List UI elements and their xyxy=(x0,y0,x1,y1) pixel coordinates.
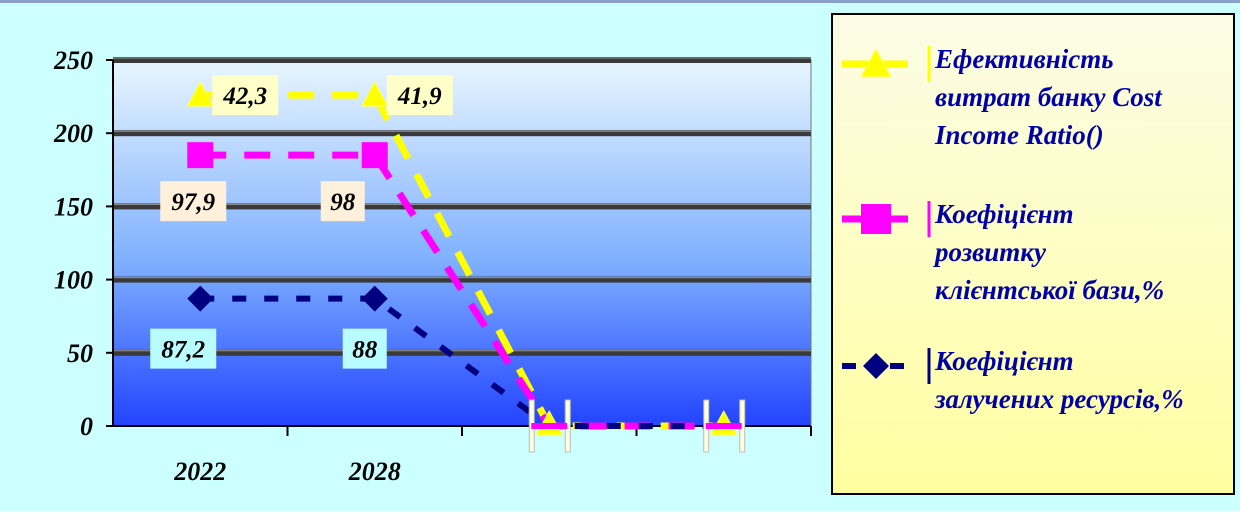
legend-label-2: Коефіцієнт xyxy=(934,199,1074,229)
x-axis-ticks: 2022 2028 xyxy=(173,426,812,486)
gridline xyxy=(113,203,811,210)
legend-entries: Ефективність витрат банку Cost Income Rati… xyxy=(842,44,1184,414)
data-label: 87,2 xyxy=(161,337,205,364)
data-label: 88 xyxy=(352,337,378,364)
gridlines xyxy=(113,57,811,356)
y-tick-label: 250 xyxy=(53,46,93,75)
series-3-marker xyxy=(187,285,214,312)
plot-area xyxy=(112,59,812,427)
data-labels: 42,3 41,9 97,9 98 87,2 88 xyxy=(150,75,453,369)
legend-label-3: залучених ресурсів,% xyxy=(934,384,1184,414)
legend-box xyxy=(831,13,1235,495)
data-label-bg xyxy=(160,181,227,222)
series-2-marker xyxy=(187,142,214,169)
y-tick-label: 50 xyxy=(67,339,93,368)
data-label-bg xyxy=(212,75,279,116)
gridline xyxy=(113,349,811,356)
series-line-2 xyxy=(200,151,724,430)
series-1-marker xyxy=(360,81,389,107)
legend-marker-1 xyxy=(860,47,892,78)
data-label: 41,9 xyxy=(397,83,442,110)
legend-label-1: Income Ratio() xyxy=(934,120,1104,150)
series-3-marker xyxy=(361,285,388,312)
data-label-bg xyxy=(320,181,365,222)
series-1-marker xyxy=(186,81,215,107)
legend-label-3: Коефіцієнт xyxy=(934,346,1074,376)
series-markers xyxy=(186,81,746,453)
legend-marker-3 xyxy=(863,353,889,379)
y-tick-label: 100 xyxy=(54,266,93,295)
legend-label-2: клієнтської бази,% xyxy=(935,275,1164,305)
y-axis-ticks: 0 50 100 150 200 250 xyxy=(53,46,113,441)
series-2-marker xyxy=(361,142,388,169)
chart-top-border xyxy=(0,0,1240,3)
legend-label-1: витрат банку Cost xyxy=(935,82,1163,112)
data-label: 98 xyxy=(330,189,356,216)
gridline xyxy=(113,130,811,137)
y-tick-label: 0 xyxy=(80,412,93,441)
x-tick-label: 2028 xyxy=(348,457,401,486)
legend: Ефективність витрат банку Cost Income Rati… xyxy=(831,13,1235,495)
data-label-bg xyxy=(150,328,217,369)
data-label-bg xyxy=(342,328,387,369)
y-tick-label: 200 xyxy=(53,119,93,148)
gridline xyxy=(113,57,811,63)
y-tick-label: 150 xyxy=(54,192,93,221)
series-lines xyxy=(200,91,724,430)
x-tick-label: 2022 xyxy=(173,457,226,486)
gridline xyxy=(113,276,811,283)
legend-label-2: розвитку xyxy=(933,237,1047,267)
legend-marker-2 xyxy=(861,204,891,234)
legend-label-1: Ефективність xyxy=(934,44,1114,74)
data-label: 42,3 xyxy=(222,83,267,110)
data-label: 97,9 xyxy=(171,189,215,216)
data-label-bg xyxy=(386,75,453,116)
